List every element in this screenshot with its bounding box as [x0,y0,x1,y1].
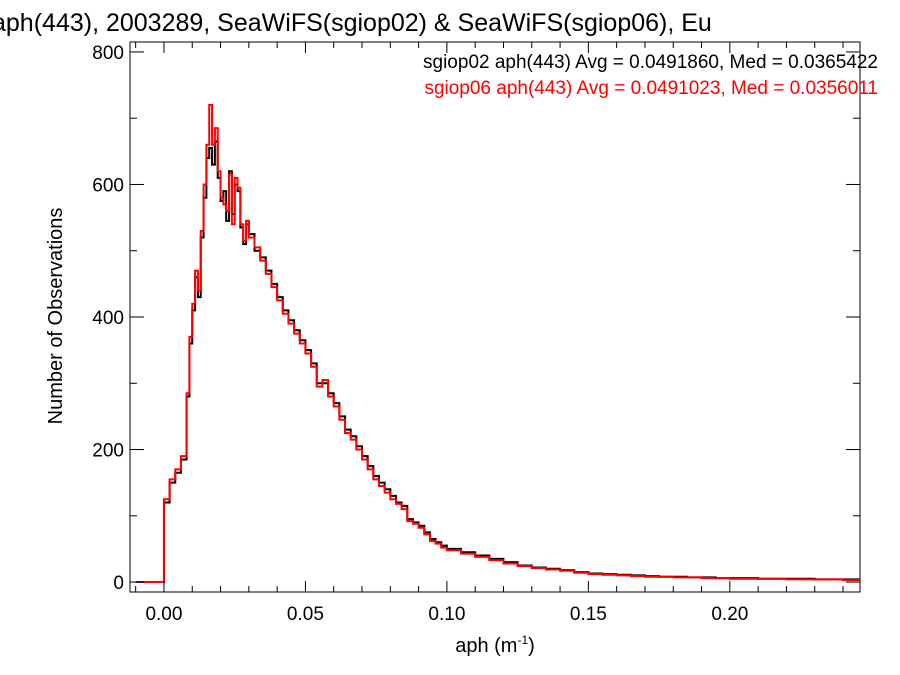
x-tick-label: 0.15 [570,604,607,625]
x-axis-label-base: aph (m [455,635,517,657]
y-tick-label: 600 [92,175,124,196]
x-tick-label: 0.05 [287,604,324,625]
series-line-sgiop06 [135,103,860,584]
x-tick-label: 0.20 [711,604,748,625]
series-line-sgiop02 [135,140,860,584]
x-tick-label: 0.00 [145,604,182,625]
x-axis-label: aph (m-1) [455,633,535,657]
axis-ticks: 0.00 0.05 0.10 0.15 0.20 0 200 400 600 800 [92,42,860,625]
y-tick-label: 400 [92,308,124,329]
chart-title: aph(443), 2003289, SeaWiFS(sgiop02) & Se… [0,9,712,37]
x-axis-label-close: ) [528,635,535,657]
y-tick-label: 0 [113,573,124,594]
x-tick-label: 0.10 [428,604,465,625]
plot-area: 0.00 0.05 0.10 0.15 0.20 0 200 400 600 800 [92,41,861,625]
plot-frame [129,41,861,593]
legend-entry-sgiop06: sgiop06 aph(443) Avg = 0.0491023, Med = … [424,78,878,99]
legend-entry-sgiop02: sgiop02 aph(443) Avg = 0.0491860, Med = … [423,52,878,73]
series-group [135,103,860,584]
x-axis-label-superscript: -1 [517,633,528,647]
y-tick-label: 800 [92,43,124,64]
y-axis-label: Number of Observations [45,208,67,425]
y-tick-label: 200 [92,441,124,462]
